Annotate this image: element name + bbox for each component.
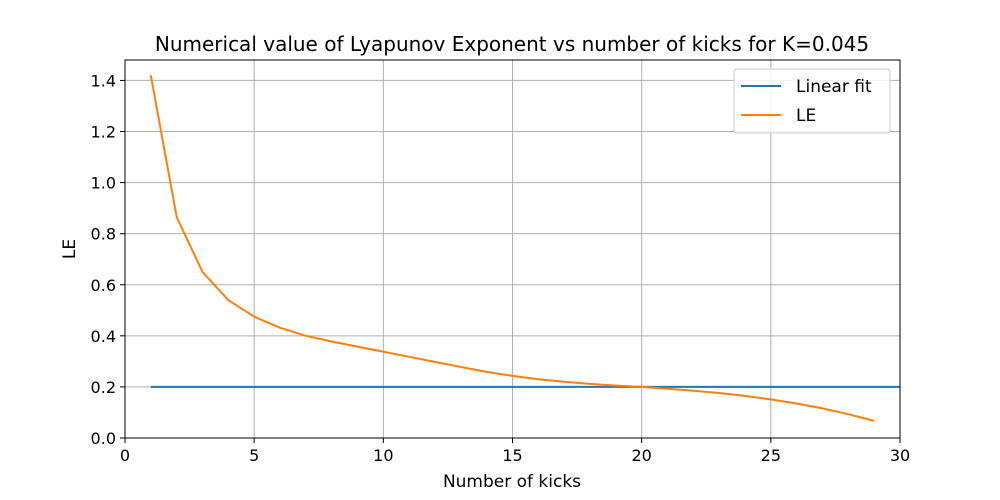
x-tick-label: 5	[249, 446, 259, 465]
y-axis-label: LE	[60, 239, 80, 259]
x-tick-label: 15	[502, 446, 522, 465]
y-tick-label: 0.2	[91, 378, 116, 397]
y-tick-label: 1.4	[91, 71, 116, 90]
x-tick-label: 10	[373, 446, 393, 465]
legend: Linear fit LE	[733, 68, 891, 134]
y-tick-label: 1.2	[91, 123, 116, 142]
x-tick-label: 20	[631, 446, 651, 465]
y-tick-label: 0.0	[91, 429, 116, 448]
legend-label-linear-fit: Linear fit	[796, 77, 872, 97]
y-tick-label: 1.0	[91, 174, 116, 193]
chart-title: Numerical value of Lyapunov Exponent vs …	[155, 32, 869, 56]
y-tick-label: 0.8	[91, 225, 116, 244]
plot-area	[149, 75, 900, 422]
series-line-le	[149, 75, 875, 422]
x-tick-label: 30	[890, 446, 910, 465]
y-tick-label: 0.4	[91, 327, 116, 346]
axis-ticks: 0 5 10 15 20 25 30 0.0 0.2 0.4 0.6 0.8 1.0 1.2 1.4	[91, 71, 911, 465]
y-tick-label: 0.6	[91, 276, 116, 295]
x-tick-label: 0	[120, 446, 130, 465]
x-axis-label: Number of kicks	[443, 472, 581, 492]
x-tick-label: 25	[761, 446, 781, 465]
legend-label-le: LE	[796, 106, 816, 126]
